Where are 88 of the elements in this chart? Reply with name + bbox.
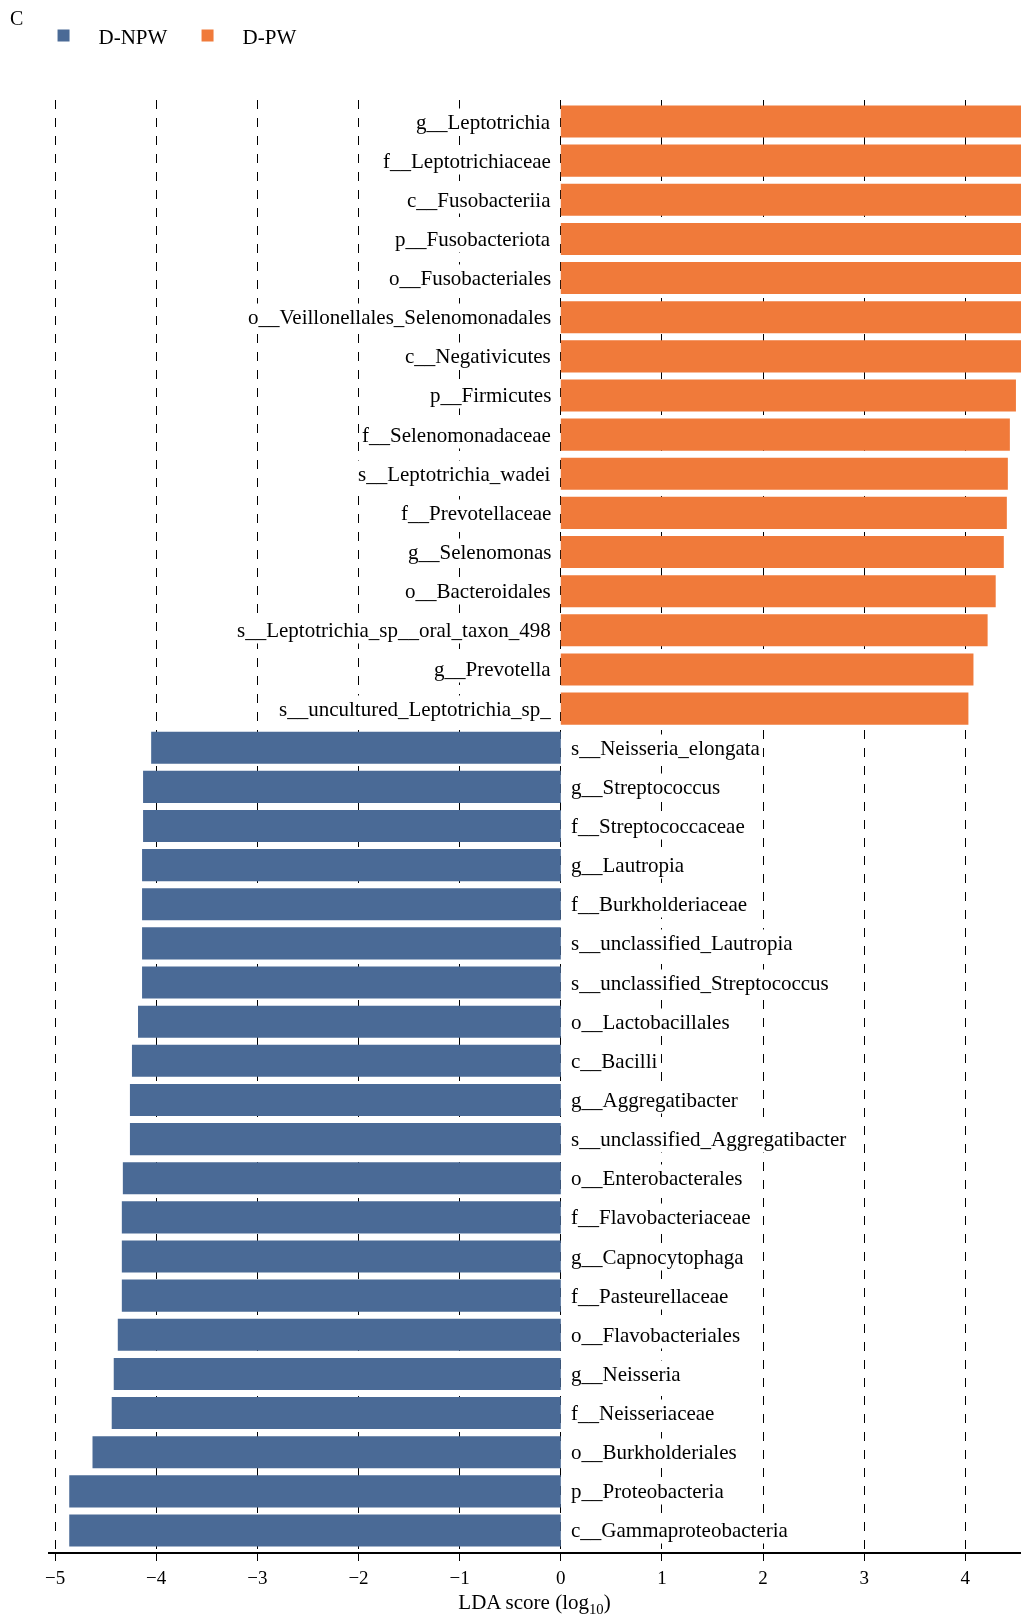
y-tick-label: c__Gammaproteobacteria [571, 1518, 789, 1542]
bar [122, 1162, 561, 1195]
bar [560, 457, 1008, 490]
bar [560, 262, 1021, 295]
y-tick-label: o__Flavobacteriales [571, 1323, 741, 1347]
y-tick-label: o__Burkholderiales [571, 1440, 737, 1464]
bar [560, 653, 974, 686]
bar [92, 1436, 561, 1469]
y-tick-label: g__Lautropia [571, 853, 685, 877]
y-tick-label: o__Lactobacillales [571, 1010, 730, 1034]
bar [138, 1005, 561, 1038]
y-tick-label: s__unclassified_Lautropia [571, 931, 794, 955]
y-tick-label: s__uncultured_Leptotrichia_sp_ [279, 697, 552, 721]
y-tick-label: f__Burkholderiaceae [571, 892, 748, 916]
x-tick-label: −1 [449, 1566, 470, 1588]
bar [143, 770, 561, 803]
y-tick-label: p__Proteobacteria [571, 1479, 725, 1503]
y-tick-label: g__Capnocytophaga [571, 1245, 745, 1269]
y-tick-label: c__Bacilli [571, 1049, 658, 1073]
x-tick-label: 2 [758, 1566, 768, 1588]
y-tick-label: p__Firmicutes [430, 383, 552, 407]
bar [560, 496, 1007, 529]
x-tick-label: −5 [44, 1566, 66, 1588]
bar [113, 1357, 561, 1390]
y-tick-label: s__Neisseria_elongata [571, 736, 761, 760]
bar [121, 1279, 561, 1312]
bar [560, 183, 1021, 216]
x-tick-label: −3 [247, 1566, 268, 1588]
bar [142, 927, 561, 960]
bar [129, 1083, 561, 1117]
bar [560, 222, 1021, 255]
bar [142, 966, 561, 999]
bar [129, 1123, 561, 1156]
text: C [10, 7, 24, 29]
x-tick-label: 3 [859, 1566, 869, 1588]
y-tick-label: o__Fusobacteriales [389, 266, 552, 290]
bar [143, 809, 561, 843]
y-tick-label: o__Bacteroidales [405, 579, 551, 603]
legend-label: D-NPW [98, 24, 168, 49]
bar [560, 301, 1021, 334]
y-tick-label: g__Aggregatibacter [571, 1088, 738, 1112]
y-tick-label: o__Veillonellales_Selenomonadales [248, 305, 552, 329]
y-tick-label: f__Leptotrichiaceae [383, 149, 551, 173]
y-tick-label: f__Selenomonadaceae [362, 423, 551, 447]
x-tick-label: 0 [556, 1566, 566, 1588]
bar [131, 1044, 561, 1077]
legend-label: D-PW [242, 24, 297, 49]
bar [121, 1201, 561, 1234]
x-tick-label: 1 [657, 1566, 667, 1588]
y-tick-label: s__Leptotrichia_sp__oral_taxon_498 [237, 618, 551, 642]
y-tick-label: g__Neisseria [571, 1362, 682, 1386]
bar [560, 535, 1004, 569]
y-tick-label: p__Fusobacteriota [395, 227, 551, 251]
bar [560, 340, 1021, 373]
bar [560, 614, 988, 647]
y-tick-label: s__unclassified_Streptococcus [571, 971, 829, 995]
y-tick-label: f__Flavobacteriaceae [571, 1205, 751, 1229]
bar [560, 575, 996, 608]
y-tick-label: f__Neisseriaceae [571, 1401, 715, 1425]
y-tick-label: o__Enterobacterales [571, 1166, 743, 1190]
y-tick-label: g__Leptotrichia [416, 110, 551, 134]
y-tick-label: g__Streptococcus [571, 775, 721, 799]
bar [560, 144, 1021, 177]
y-tick-label: f__Streptococcaceae [571, 814, 745, 838]
y-tick-label: s__unclassified_Aggregatibacter [571, 1127, 847, 1151]
bar [69, 1475, 561, 1508]
bar [560, 418, 1010, 451]
bar [69, 1514, 561, 1547]
y-tick-label: g__Selenomonas [408, 540, 552, 564]
bar [142, 888, 561, 921]
y-tick-label: s__Leptotrichia_wadei [358, 462, 551, 486]
x-tick-label: 4 [960, 1566, 971, 1588]
bar [151, 731, 561, 764]
y-tick-label: f__Prevotellaceae [401, 501, 552, 525]
bar [560, 692, 969, 725]
x-axis-title: LDA score (log$_{10}$) [458, 1590, 611, 1617]
bar [121, 1240, 561, 1273]
y-tick-label: c__Fusobacteriia [407, 188, 552, 212]
bar [111, 1397, 561, 1430]
y-tick-label: c__Negativicutes [405, 344, 551, 368]
y-tick-label: g__Prevotella [434, 657, 552, 681]
bar [117, 1318, 561, 1351]
y-tick-label: f__Pasteurellaceae [571, 1284, 729, 1308]
x-tick-label: −4 [146, 1566, 167, 1588]
bar [142, 849, 561, 882]
x-tick-label: −2 [348, 1566, 369, 1588]
bar [560, 379, 1016, 412]
bar [560, 105, 1021, 138]
